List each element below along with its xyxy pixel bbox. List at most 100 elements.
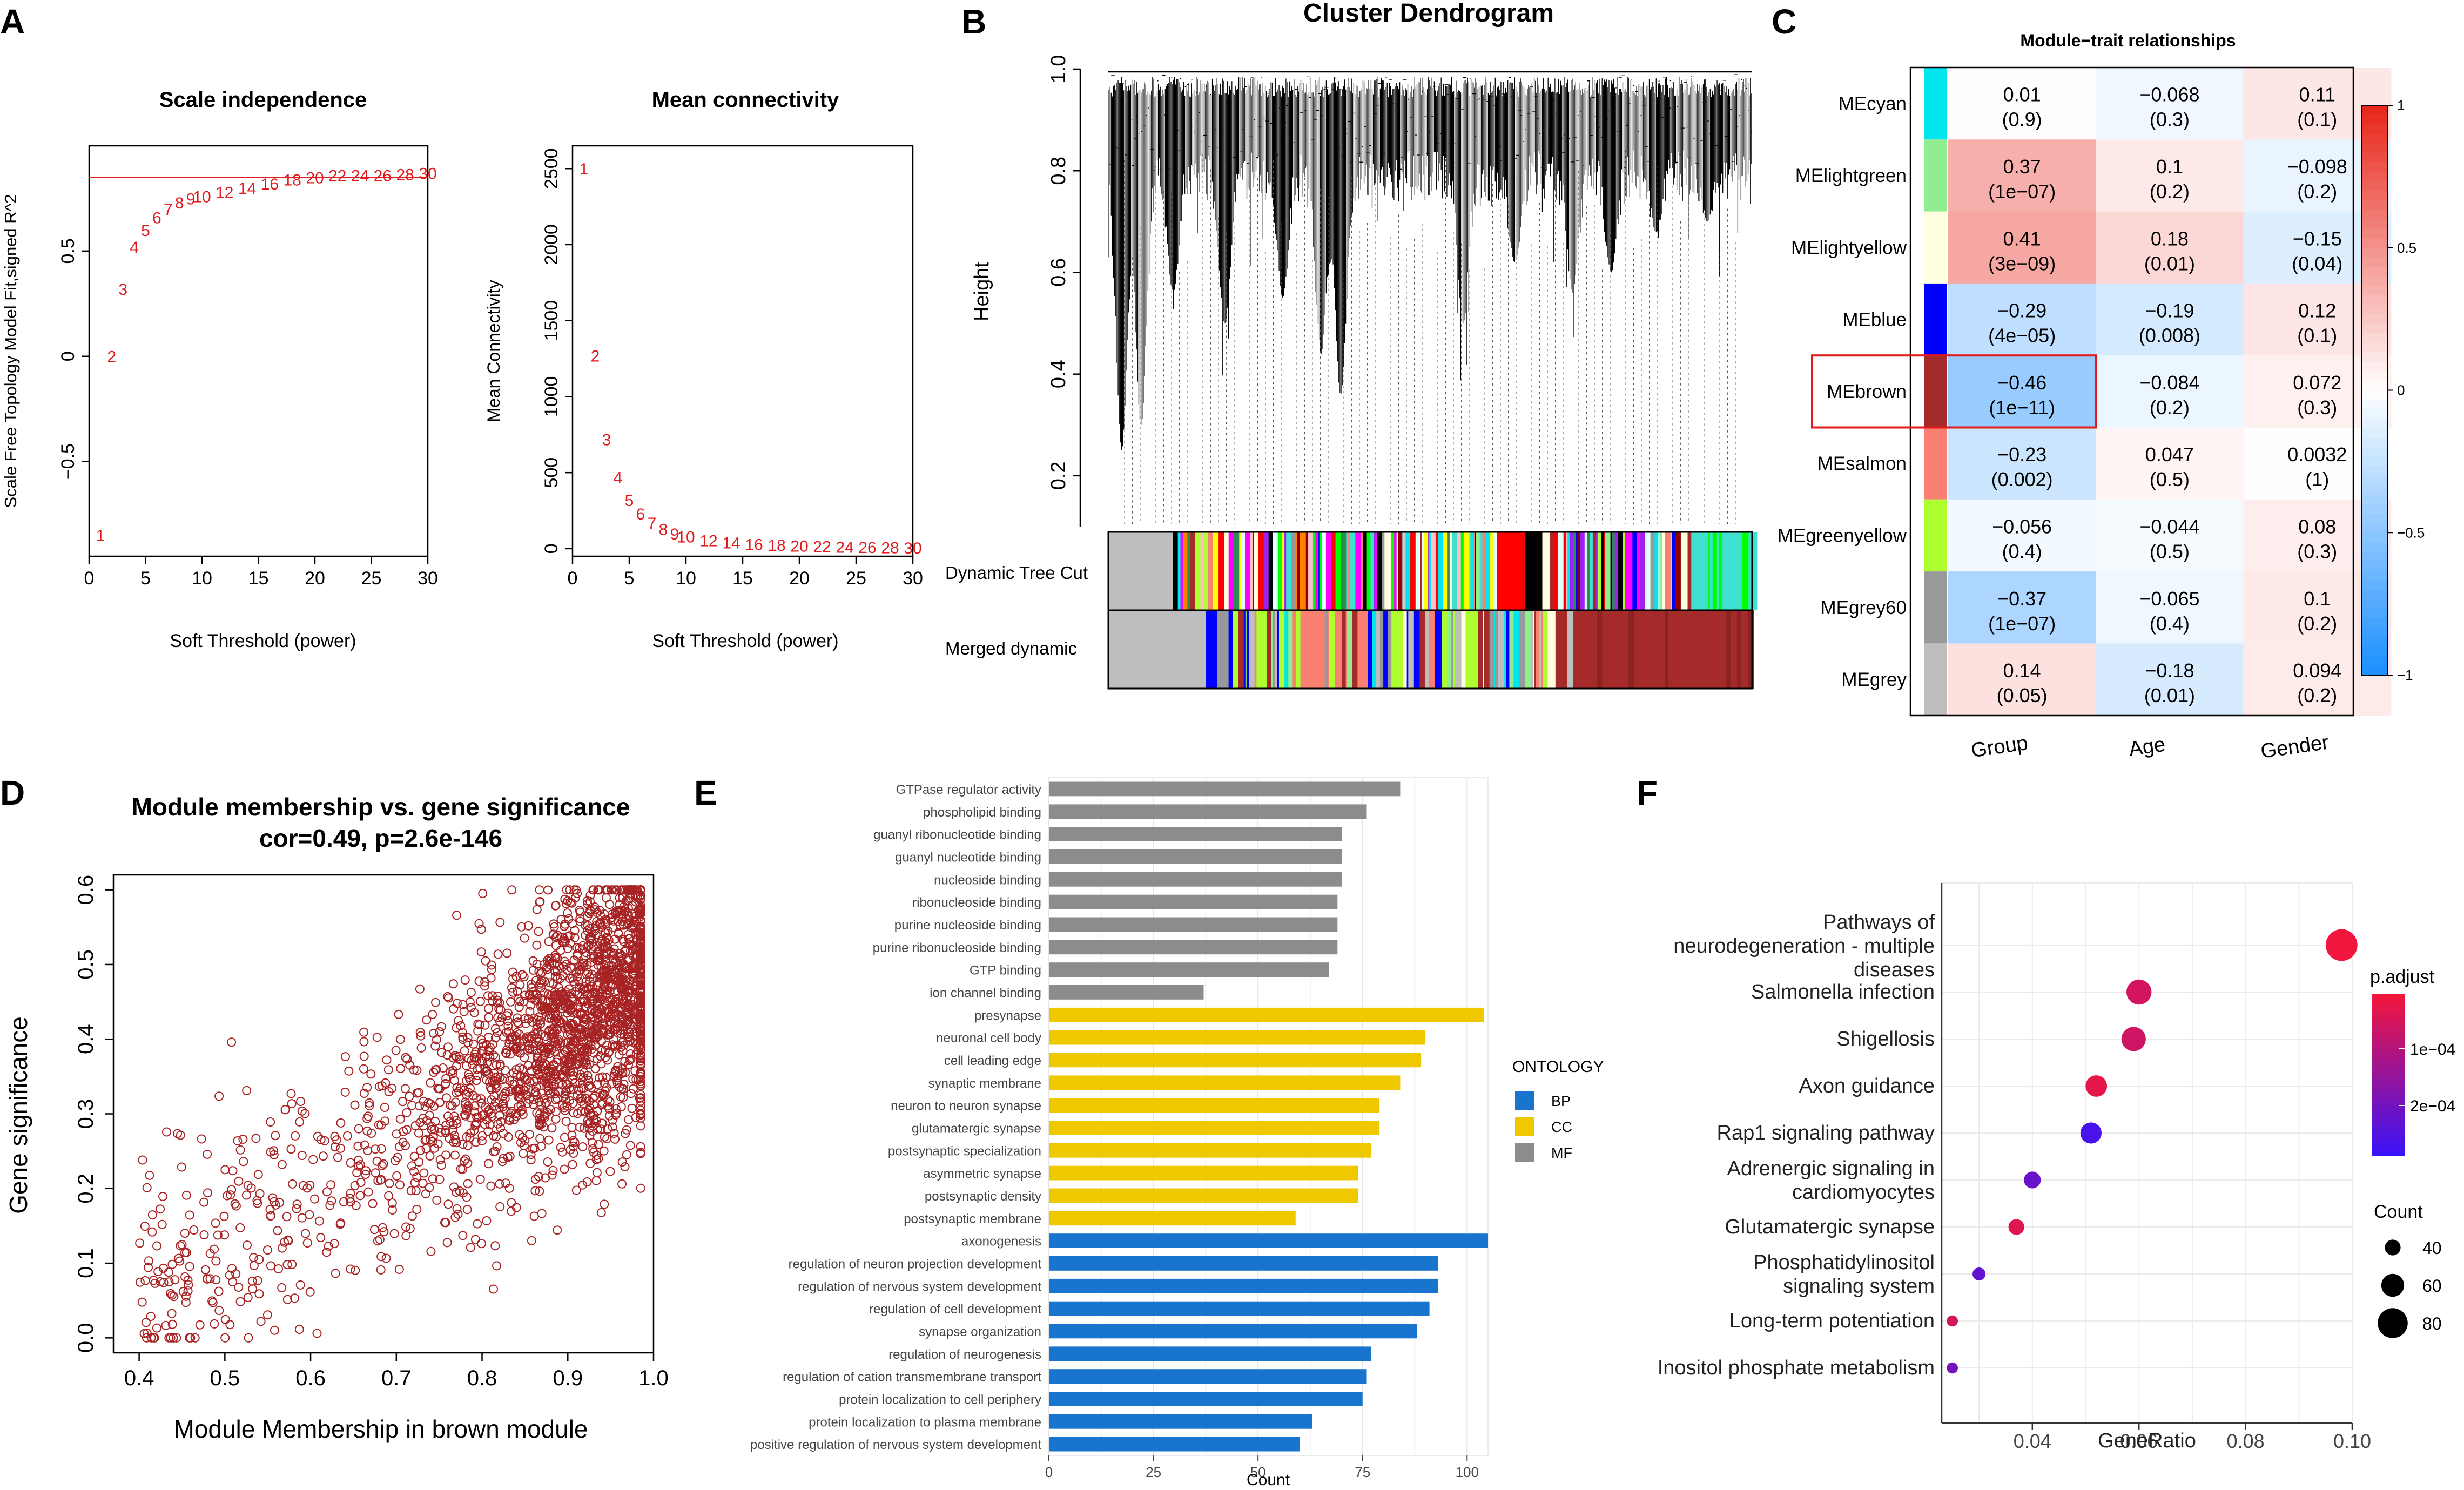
- gene-point: [443, 992, 453, 1001]
- legend-gradient-step: [2361, 504, 2387, 515]
- b-title: Cluster Dendrogram: [1303, 0, 1554, 28]
- bar-segment: [1419, 610, 1426, 689]
- gene-point: [573, 949, 582, 959]
- gene-point: [560, 1065, 569, 1075]
- gene-point: [592, 1054, 602, 1064]
- gene-point: [474, 919, 484, 928]
- gene-point: [485, 1052, 495, 1062]
- bar-segment: [1317, 610, 1324, 689]
- gene-point: [400, 1084, 410, 1094]
- gene-point: [527, 1017, 537, 1027]
- data-point-label: 4: [130, 239, 139, 257]
- gene-point: [500, 1094, 510, 1103]
- go-term-bar: [1049, 1007, 1484, 1022]
- bar-segment: [1460, 532, 1464, 610]
- bar-segment: [1447, 532, 1450, 610]
- gene-point: [341, 1052, 350, 1062]
- gene-point: [294, 1325, 304, 1334]
- panel-letter-e: E: [694, 773, 717, 812]
- gene-point: [601, 1073, 611, 1082]
- go-term-bar: [1049, 1256, 1438, 1271]
- go-term-bar: [1049, 1369, 1367, 1384]
- gene-point: [610, 967, 620, 977]
- gene-point: [210, 1319, 219, 1329]
- gene-point: [487, 960, 496, 970]
- gene-point: [473, 1071, 482, 1080]
- go-term-label: postsynaptic specialization: [888, 1144, 1041, 1158]
- gene-point: [233, 1136, 243, 1145]
- gene-point: [407, 1211, 417, 1221]
- heatmap-cell-pvalue: (0.04): [2292, 252, 2342, 274]
- x-tick-label: 0.9: [553, 1366, 583, 1390]
- gene-point: [243, 1293, 253, 1302]
- gene-point: [362, 1114, 372, 1123]
- go-term-label: purine ribonucleoside binding: [873, 941, 1041, 955]
- gene-point: [502, 948, 512, 958]
- bar-segment: [1263, 610, 1267, 689]
- bar-segment: [1691, 532, 1693, 610]
- gene-point: [246, 1183, 256, 1193]
- go-term-label: protein localization to cell periphery: [839, 1392, 1041, 1407]
- gene-point: [356, 1178, 366, 1188]
- pathway-label: Salmonella infection: [1751, 981, 1935, 1003]
- bar-segment: [1500, 532, 1507, 610]
- gene-point: [601, 1013, 610, 1022]
- gene-point: [395, 1035, 405, 1044]
- gene-point: [618, 1014, 628, 1023]
- legend-gradient-step: [2361, 523, 2387, 534]
- heatmap-cell: [1948, 643, 2096, 716]
- legend-gradient-step: [2372, 1058, 2405, 1063]
- gene-point: [166, 1333, 176, 1343]
- gene-point: [330, 1142, 340, 1152]
- bar-segment: [1685, 532, 1688, 610]
- data-point-label: 1: [580, 160, 589, 178]
- gene-point: [458, 1140, 468, 1149]
- gene-point: [336, 1143, 345, 1153]
- legend-gradient-step: [2361, 191, 2387, 201]
- gene-point: [618, 1093, 628, 1102]
- legend-gradient-step: [2361, 181, 2387, 192]
- bar-segment: [1449, 532, 1452, 610]
- gene-point: [636, 955, 645, 965]
- y-tick-label: 0.5: [74, 949, 98, 980]
- gene-point: [589, 1148, 598, 1157]
- gene-point: [414, 1157, 424, 1167]
- module-row-label: MElightgreen: [1795, 165, 1907, 186]
- legend-gradient-step: [2361, 485, 2387, 495]
- bar-segment: [1495, 610, 1499, 689]
- gene-point: [402, 1108, 412, 1117]
- module-row-label: MEgrey60: [1820, 597, 1907, 618]
- bar-segment: [1534, 610, 1537, 689]
- gene-point: [269, 1197, 279, 1206]
- d-xlabel: Module Membership in brown module: [173, 1415, 588, 1443]
- bar-segment: [1479, 532, 1483, 610]
- heatmap-cell: [2096, 355, 2244, 428]
- gene-point: [597, 936, 607, 946]
- gene-point: [555, 1016, 564, 1026]
- gene-point: [553, 1039, 562, 1049]
- bar-segment: [1410, 532, 1416, 610]
- gene-point: [416, 1043, 426, 1053]
- gene-point: [249, 1261, 259, 1270]
- gene-point: [342, 1131, 352, 1141]
- gene-point: [495, 998, 504, 1008]
- bar-segment: [1700, 532, 1702, 610]
- gene-point: [432, 1195, 442, 1205]
- gene-point: [584, 1060, 594, 1069]
- gene-point: [524, 1094, 534, 1104]
- gene-point: [503, 1021, 513, 1031]
- b-ylabel: Height: [971, 262, 993, 321]
- go-term-bar: [1049, 1098, 1379, 1113]
- gene-point: [602, 1134, 612, 1143]
- x-tick-label: 10: [676, 568, 696, 589]
- bar-segment: [1267, 532, 1269, 610]
- x-tick-label: 25: [846, 568, 866, 589]
- go-term-label: protein localization to plasma membrane: [809, 1415, 1041, 1430]
- gene-point: [501, 1048, 510, 1057]
- gene-point: [570, 933, 580, 942]
- bar-segment: [1391, 532, 1395, 610]
- gene-point: [593, 1005, 602, 1015]
- go-term-label: purine nucleoside binding: [894, 918, 1041, 933]
- bar-segment: [1672, 532, 1675, 610]
- bar-segment: [1518, 532, 1520, 610]
